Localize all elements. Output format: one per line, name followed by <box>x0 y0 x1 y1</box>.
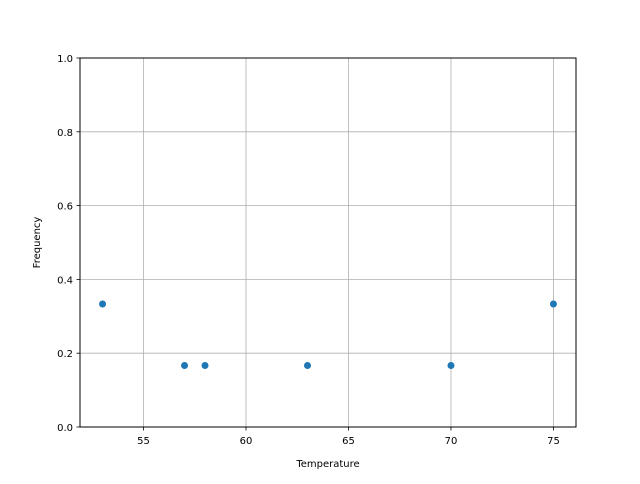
x-tick-label: 65 <box>342 436 355 447</box>
y-tick-label: 0.0 <box>57 423 73 434</box>
y-tick-label: 1.0 <box>57 54 73 65</box>
x-tick-label: 55 <box>137 436 150 447</box>
grid <box>80 57 576 428</box>
data-point <box>304 361 312 369</box>
y-tick-label: 0.8 <box>57 128 73 139</box>
y-tick-label: 0.2 <box>57 349 73 360</box>
x-tick-label: 60 <box>240 436 253 447</box>
x-tick-label: 70 <box>445 436 458 447</box>
ticks: 55 60 65 70 75 0.0 0.2 0.4 0.6 0.8 1.0 <box>57 54 560 447</box>
axes-frame <box>79 57 577 428</box>
x-axis-label: Temperature <box>295 459 359 470</box>
data-point <box>549 300 557 308</box>
data-points <box>99 300 557 369</box>
data-point <box>201 361 209 369</box>
y-tick-label: 0.4 <box>57 275 73 286</box>
y-tick-label: 0.6 <box>57 202 73 213</box>
y-axis-label: Frequency <box>32 217 43 269</box>
data-point <box>99 300 107 308</box>
x-tick-label: 75 <box>547 436 560 447</box>
data-point <box>181 361 189 369</box>
data-point <box>447 361 455 369</box>
